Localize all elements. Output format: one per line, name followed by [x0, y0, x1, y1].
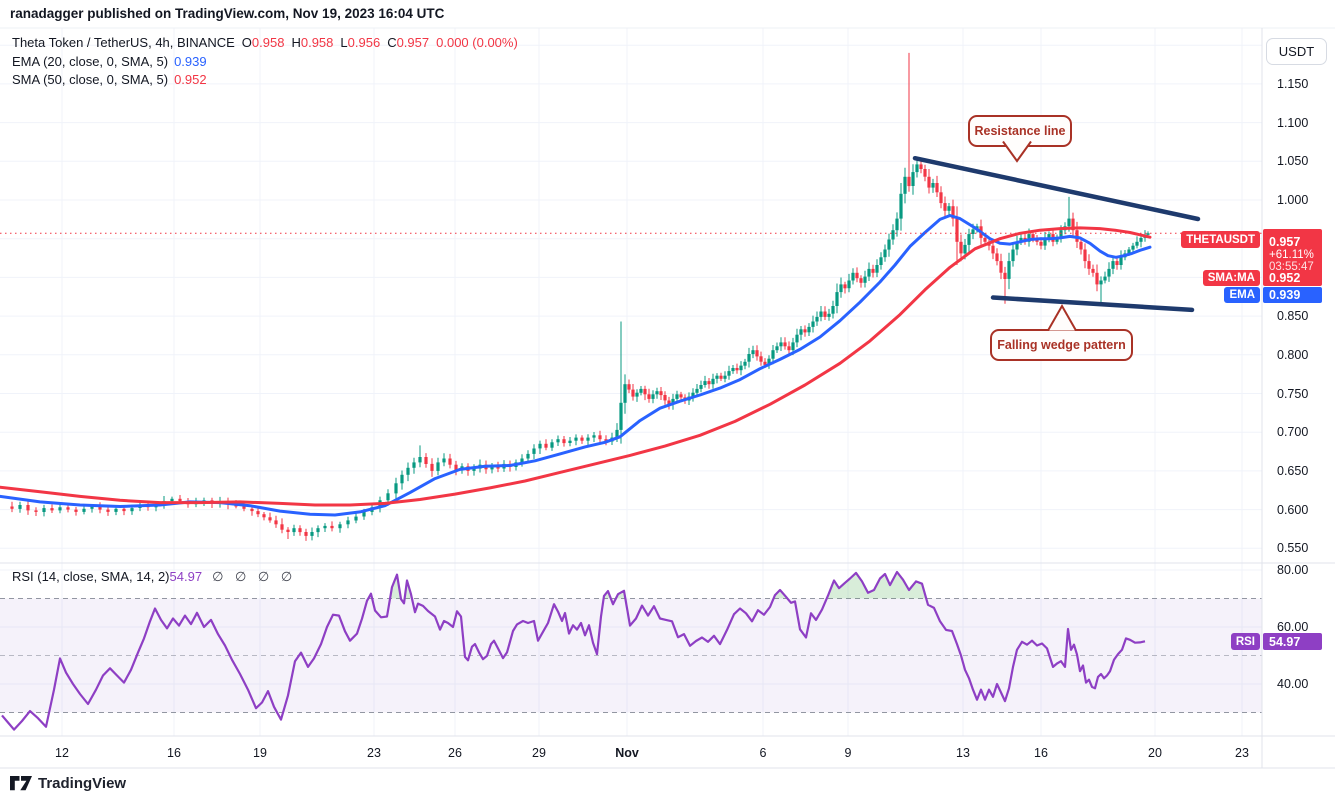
rsi-value: 54.97 — [169, 569, 203, 584]
sma-value: 0.952 — [174, 72, 207, 87]
ohlc-segment: L0.956 — [340, 35, 381, 50]
ohlc-segment: H0.958 — [291, 35, 334, 50]
ohlc-segment: 0.000 (0.00%) — [436, 35, 518, 50]
symbol-price-pill: THETAUSDT — [1181, 231, 1260, 248]
rsi-axis-label: 60.00 — [1277, 620, 1309, 634]
time-axis-label: 16 — [167, 746, 181, 760]
sma-label: SMA (50, close, 0, SMA, 5) — [12, 72, 169, 87]
price-axis-label: 0.700 — [1277, 425, 1309, 440]
tradingview-wordmark: TradingView — [38, 775, 127, 792]
rsi-axis-label: 80.00 — [1277, 563, 1309, 577]
gridlines — [0, 28, 1262, 736]
resistance-line[interactable] — [912, 155, 1201, 222]
rsi-empty-values: ∅ ∅ ∅ ∅ — [212, 569, 297, 584]
price-axis-label: 0.650 — [1277, 463, 1309, 478]
price-axis-label: 0.850 — [1277, 309, 1309, 324]
time-axis-label: 6 — [759, 746, 767, 760]
time-axis-label: 20 — [1148, 746, 1162, 760]
rsi-axis-value: 54.97 — [1263, 633, 1322, 650]
sma-legend-row[interactable]: SMA (50, close, 0, SMA, 5) 0.952 — [12, 71, 518, 89]
time-axis-label: 19 — [253, 746, 267, 760]
current-price-value: 0.957 — [1269, 235, 1301, 249]
ohlc-values: O0.958 H0.958 L0.956 C0.957 0.000 (0.00%) — [235, 35, 518, 50]
price-axis-label: 1.100 — [1277, 115, 1309, 130]
pane-borders — [0, 27, 1335, 769]
ema-axis-pill: EMA — [1224, 287, 1260, 303]
rsi-line — [1, 570, 1146, 731]
trendline-drawings — [912, 155, 1201, 313]
price-axis-label: 0.600 — [1277, 502, 1309, 517]
price-axis-label: 0.800 — [1277, 347, 1309, 362]
price-axis-label: 1.050 — [1277, 154, 1309, 169]
rsi-legend-row[interactable]: RSI (14, close, SMA, 14, 2)54.97 ∅ ∅ ∅ ∅ — [12, 569, 296, 585]
time-axis-label: 23 — [367, 746, 381, 760]
time-axis-label: Nov — [615, 746, 639, 760]
rsi-axis-label: 40.00 — [1277, 677, 1309, 691]
ema-label: EMA (20, close, 0, SMA, 5) — [12, 53, 169, 69]
ema20-line — [0, 214, 1152, 517]
currency-unit-button[interactable]: USDT — [1266, 38, 1327, 65]
change-percent: +61.11% — [1269, 249, 1314, 261]
symbol-title: Theta Token / TetherUS, 4h, BINANCE — [12, 35, 235, 50]
sma50-line — [0, 226, 1152, 507]
time-axis-label: 9 — [844, 746, 852, 760]
ema-axis-value: 0.939 — [1263, 287, 1322, 303]
time-axis-label: 13 — [956, 746, 970, 760]
price-axis-label: 1.150 — [1277, 76, 1309, 91]
symbol-legend-row[interactable]: Theta Token / TetherUS, 4h, BINANCE O0.95… — [12, 34, 518, 52]
wedge-support-line[interactable] — [990, 295, 1195, 313]
ohlc-segment: O0.958 — [241, 35, 285, 50]
moving-averages — [0, 214, 1152, 517]
time-axis-label: 26 — [448, 746, 462, 760]
tradingview-emblem-icon — [10, 775, 32, 790]
price-axis-label: 1.000 — [1277, 193, 1309, 207]
price-axis-label: 0.750 — [1277, 386, 1309, 401]
time-axis-label: 29 — [532, 746, 546, 760]
time-axis-label: 12 — [55, 746, 69, 760]
ema-value: 0.939 — [174, 53, 207, 69]
main-legend: Theta Token / TetherUS, 4h, BINANCE O0.95… — [12, 34, 518, 90]
tradingview-logo[interactable]: TradingView — [10, 775, 126, 792]
sma-axis-pill: SMA:MA — [1202, 270, 1260, 286]
rsi-band — [0, 598, 1262, 713]
falling-wedge-callout[interactable]: Falling wedge pattern — [990, 329, 1133, 361]
ema-legend-row[interactable]: EMA (20, close, 0, SMA, 5) 0.939 — [12, 53, 518, 71]
time-axis-label: 16 — [1034, 746, 1048, 760]
rsi-plot — [1, 570, 1146, 731]
sma-axis-value: 0.952 — [1263, 270, 1322, 286]
price-axis-label: 0.550 — [1277, 541, 1309, 556]
time-axis-label: 23 — [1235, 746, 1249, 760]
published-byline: ranadagger published on TradingView.com,… — [10, 6, 445, 21]
rsi-axis-pill: RSI — [1230, 633, 1260, 650]
rsi-label: RSI (14, close, SMA, 14, 2) — [12, 569, 170, 584]
resistance-line-callout[interactable]: Resistance line — [968, 115, 1072, 147]
ohlc-segment: C0.957 — [387, 35, 430, 50]
